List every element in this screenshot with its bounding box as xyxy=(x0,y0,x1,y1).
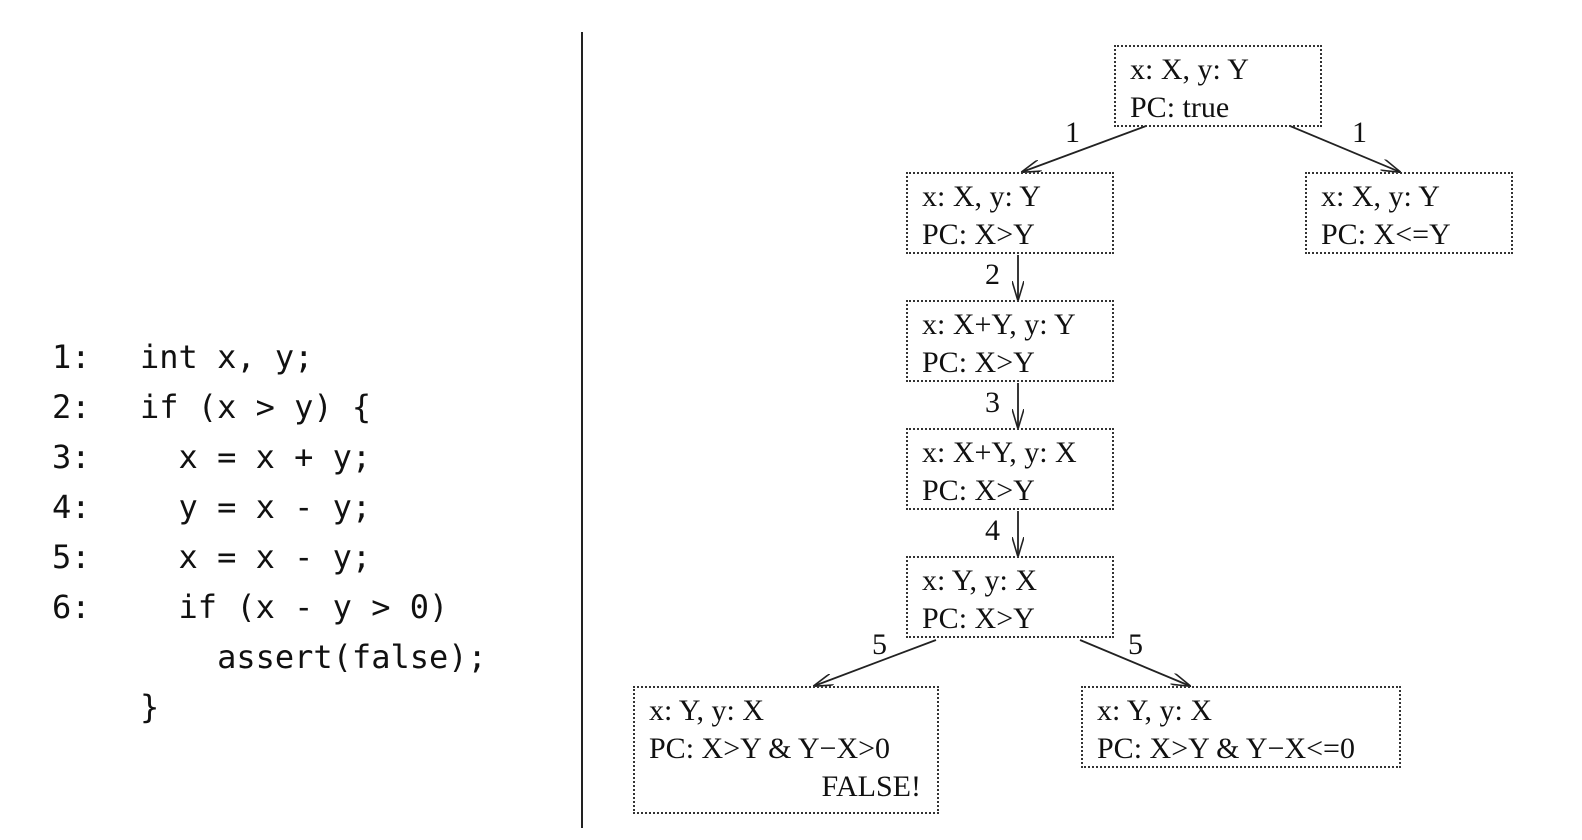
node-state: x: Y, y: X xyxy=(649,694,765,727)
line-number: 1: xyxy=(52,338,91,376)
node-path-condition: PC: X>Y xyxy=(922,346,1035,379)
line-number: 6: xyxy=(52,588,91,626)
code-text: } xyxy=(140,688,160,726)
code-text: x = x + y; xyxy=(140,438,372,476)
code-text: int x, y; xyxy=(140,338,314,376)
edge-true-to-after-2: 2 xyxy=(985,255,1018,300)
panel-divider xyxy=(581,32,583,828)
edge-label: 4 xyxy=(985,514,1000,547)
line-number: 5: xyxy=(52,538,91,576)
edge-label: 3 xyxy=(985,386,1000,419)
node-path-condition: PC: X<=Y xyxy=(1321,218,1451,251)
node-state: x: Y, y: X xyxy=(922,564,1038,597)
edge-label: 1 xyxy=(1065,116,1080,149)
edge-after-2-to-after-3: 3 xyxy=(985,383,1018,428)
node-state: x: X, y: Y xyxy=(1321,180,1440,213)
node-path-condition: PC: X>Y & Y−X<=0 xyxy=(1097,732,1355,765)
node-state: x: X, y: Y xyxy=(1130,53,1249,86)
code-line-4: 4: x = x - y; xyxy=(52,432,371,576)
edge-root-to-false: 1 xyxy=(1289,116,1400,172)
edge-line xyxy=(1079,639,1190,686)
tree-node-leaf-assertion-failure: x: Y, y: X PC: X>Y & Y−X>0 FALSE! xyxy=(633,686,939,814)
tree-node-after-2: x: X+Y, y: Y PC: X>Y xyxy=(906,300,1114,382)
code-line-6: 6: assert(false); xyxy=(52,532,487,676)
tree-node-false-branch: x: X, y: Y PC: X<=Y xyxy=(1305,172,1513,254)
node-path-condition: PC: X>Y xyxy=(922,474,1035,507)
line-number: 3: xyxy=(52,438,91,476)
tree-node-after-3: x: X+Y, y: X PC: X>Y xyxy=(906,428,1114,510)
edge-after-4-to-fail: 5 xyxy=(814,628,937,686)
edge-root-to-true: 1 xyxy=(1022,116,1147,172)
code-line-3: 3: y = x - y; xyxy=(52,382,371,526)
edge-after-4-to-ok: 5 xyxy=(1079,628,1190,686)
edge-label: 2 xyxy=(985,258,1000,291)
code-line-2: 2: x = x + y; xyxy=(52,332,371,476)
code-line-1: 1: if (x > y) { xyxy=(52,282,371,426)
node-path-condition: PC: X>Y xyxy=(922,602,1035,635)
node-state: x: X+Y, y: X xyxy=(922,436,1077,469)
edge-label: 5 xyxy=(1128,628,1143,661)
code-line-5: 5: if (x - y > 0) xyxy=(52,482,448,626)
edge-after-3-to-after-4: 4 xyxy=(985,511,1018,556)
edge-line xyxy=(814,639,937,686)
code-text: x = x - y; xyxy=(140,538,372,576)
node-path-condition: PC: X>Y xyxy=(922,218,1035,251)
code-text: assert(false); xyxy=(140,638,487,676)
assertion-failure-flag: FALSE! xyxy=(821,770,921,803)
node-path-condition: PC: true xyxy=(1130,91,1230,124)
edge-label: 5 xyxy=(872,628,887,661)
tree-node-after-4: x: Y, y: X PC: X>Y xyxy=(906,556,1114,638)
edge-line xyxy=(1022,125,1147,172)
tree-node-leaf-ok: x: Y, y: X PC: X>Y & Y−X<=0 xyxy=(1081,686,1401,768)
tree-node-root: x: X, y: Y PC: true xyxy=(1114,45,1322,127)
code-text: if (x - y > 0) xyxy=(140,588,449,626)
node-state: x: X, y: Y xyxy=(922,180,1041,213)
line-number: 2: xyxy=(52,388,91,426)
line-number: 4: xyxy=(52,488,91,526)
code-text: if (x > y) { xyxy=(140,388,372,426)
node-path-condition: PC: X>Y & Y−X>0 xyxy=(649,732,891,765)
edge-line xyxy=(1289,125,1400,172)
code-text: y = x - y; xyxy=(140,488,372,526)
edge-label: 1 xyxy=(1352,116,1367,149)
code-line-decl: int x, y; xyxy=(52,232,313,376)
tree-node-true-branch: x: X, y: Y PC: X>Y xyxy=(906,172,1114,254)
node-state: x: X+Y, y: Y xyxy=(922,308,1076,341)
code-line-close: } xyxy=(52,582,159,726)
node-state: x: Y, y: X xyxy=(1097,694,1213,727)
